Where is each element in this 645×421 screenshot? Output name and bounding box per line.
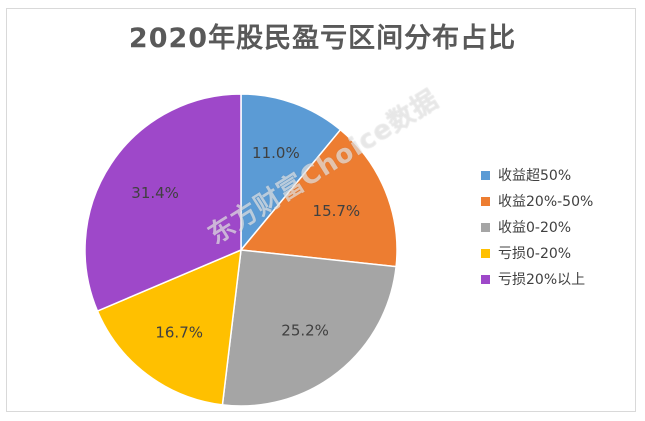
pie-slice-1 xyxy=(240,93,342,253)
chart-title: 2020年股民盈亏区间分布占比 xyxy=(128,23,517,54)
legend-label-5: 亏损20%以上 xyxy=(498,272,586,288)
legend-item-4: 亏损0-20% xyxy=(481,240,641,266)
pie-slice-2 xyxy=(239,128,398,268)
legend-label-2: 收益20%-50% xyxy=(498,194,594,210)
legend-item-2: 收益20%-50% xyxy=(481,188,641,214)
chart-legend: 收益超50% 收益20%-50% 收益0-20% 亏损0-20% 亏损20%以上 xyxy=(481,162,641,292)
legend-label-4: 亏损0-20% xyxy=(498,246,572,262)
pie-data-label-1: 11.0% xyxy=(252,144,300,162)
pie-slices xyxy=(84,93,398,407)
pie-data-labels: 11.0% 15.7% 25.2% 16.7% 31.4% xyxy=(131,144,360,341)
pie-data-label-3: 25.2% xyxy=(281,322,329,340)
pie-data-label-5: 31.4% xyxy=(131,184,179,202)
pie-slice-5 xyxy=(84,93,242,313)
legend-item-3: 收益0-20% xyxy=(481,214,641,240)
legend-swatch-1 xyxy=(481,170,490,180)
legend-swatch-3 xyxy=(481,222,490,232)
pie-data-label-2: 15.7% xyxy=(313,202,361,220)
pie-slice-4 xyxy=(96,248,242,406)
legend-swatch-5 xyxy=(481,274,490,284)
legend-swatch-2 xyxy=(481,196,490,206)
legend-item-5: 亏损20%以上 xyxy=(481,266,641,292)
pie-data-label-4: 16.7% xyxy=(155,323,203,341)
legend-item-1: 收益超50% xyxy=(481,162,641,188)
pie-slice-3 xyxy=(221,249,397,407)
legend-label-3: 收益0-20% xyxy=(498,220,572,236)
legend-label-1: 收益超50% xyxy=(498,168,572,184)
legend-swatch-4 xyxy=(481,248,490,258)
